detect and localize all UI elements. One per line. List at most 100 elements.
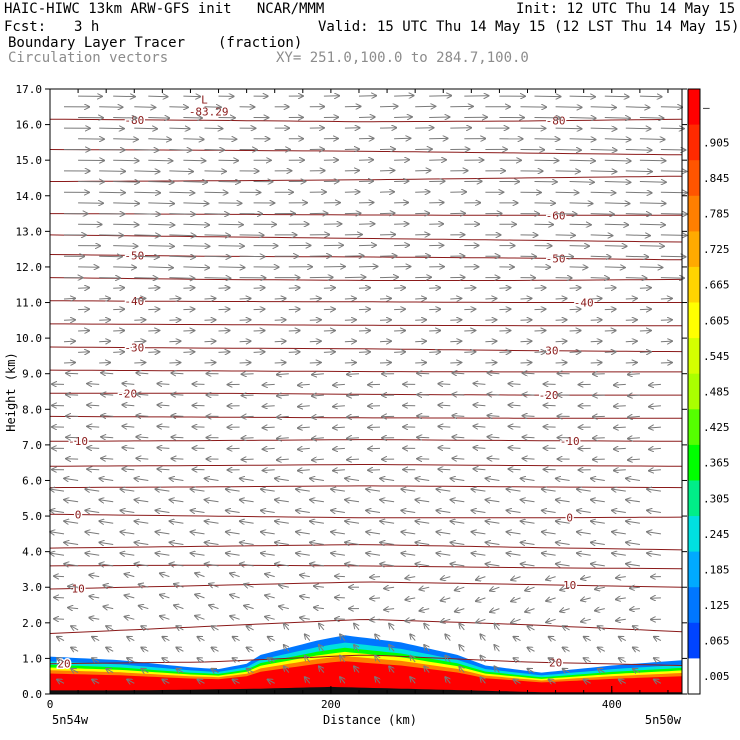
wind-vector bbox=[64, 521, 79, 523]
wind-vector bbox=[99, 341, 110, 342]
wind-vector bbox=[268, 637, 275, 641]
wind-vector bbox=[120, 510, 135, 512]
wind-vector bbox=[242, 459, 254, 460]
wind-vector bbox=[488, 373, 500, 374]
wind-vector bbox=[87, 448, 100, 449]
wind-vector bbox=[639, 352, 651, 353]
wind-vector bbox=[78, 352, 89, 353]
wind-vector bbox=[590, 192, 616, 193]
wind-vector bbox=[63, 341, 75, 342]
wind-vector bbox=[438, 426, 451, 427]
wind-vector bbox=[71, 626, 79, 630]
wind-vector bbox=[405, 577, 416, 579]
wind-vector bbox=[604, 160, 631, 161]
wind-vector bbox=[370, 577, 381, 578]
wind-vector bbox=[209, 584, 219, 587]
wind-vector bbox=[113, 331, 124, 332]
wind-vector bbox=[401, 510, 416, 512]
wind-vector bbox=[358, 309, 370, 310]
wind-vector bbox=[134, 363, 145, 364]
wind-vector bbox=[520, 363, 532, 364]
wind-vector bbox=[176, 626, 184, 630]
colorbar-label: – bbox=[703, 101, 710, 114]
y-tick-label: 15.0 bbox=[16, 154, 43, 167]
wind-vector bbox=[171, 416, 184, 417]
wind-vector bbox=[380, 521, 395, 523]
wind-vector bbox=[101, 437, 114, 438]
wind-vector bbox=[509, 448, 521, 449]
wind-vector bbox=[204, 320, 216, 321]
wind-vector bbox=[625, 256, 648, 257]
wind-vector bbox=[169, 171, 193, 172]
wind-vector bbox=[66, 437, 79, 438]
wind-vector bbox=[358, 245, 376, 246]
y-tick-label: 13.0 bbox=[16, 225, 43, 238]
wind-vector bbox=[101, 416, 114, 417]
wind-vector bbox=[288, 288, 300, 289]
isotherm-7 bbox=[50, 300, 682, 303]
wind-vector bbox=[415, 478, 430, 480]
wind-vector bbox=[451, 564, 465, 566]
wind-vector bbox=[134, 107, 155, 108]
isotherm-16 bbox=[49, 513, 683, 519]
wind-vector bbox=[335, 597, 345, 598]
wind-vector bbox=[542, 510, 556, 512]
wind-vector bbox=[394, 309, 405, 310]
wind-vector bbox=[569, 246, 589, 247]
y-tick-label: 11.0 bbox=[16, 297, 43, 310]
colorbar-label: .125 bbox=[703, 599, 730, 612]
colorbar-label: .425 bbox=[703, 421, 730, 434]
wind-vector bbox=[198, 658, 205, 662]
wind-vector bbox=[314, 586, 324, 587]
isotherm-label: 0 bbox=[75, 509, 82, 522]
wind-vector bbox=[169, 256, 195, 257]
wind-vector bbox=[511, 577, 521, 580]
wind-vector bbox=[239, 298, 251, 299]
wind-vector bbox=[486, 521, 500, 523]
wind-vector bbox=[569, 118, 596, 119]
wind-vector bbox=[591, 521, 605, 523]
forecast-label: Fcst: bbox=[4, 19, 47, 35]
isotherm-21 bbox=[49, 654, 683, 666]
wind-vector bbox=[268, 658, 275, 662]
wind-vector bbox=[626, 542, 640, 544]
wind-vector bbox=[323, 352, 335, 353]
wind-vector bbox=[445, 634, 450, 641]
wind-vector bbox=[590, 298, 602, 299]
wind-vector bbox=[647, 553, 661, 555]
wind-vector bbox=[429, 352, 440, 353]
wind-vector bbox=[639, 96, 662, 97]
y-tick-label: 10.0 bbox=[16, 332, 43, 345]
wind-vector bbox=[415, 564, 430, 566]
wind-vector bbox=[525, 609, 535, 612]
wind-vector bbox=[555, 107, 582, 108]
wind-vector bbox=[309, 363, 321, 364]
wind-vector bbox=[639, 139, 665, 140]
colorbar-swatch bbox=[688, 302, 700, 339]
wind-vector bbox=[549, 637, 556, 641]
wind-vector bbox=[485, 341, 496, 342]
wind-vector bbox=[344, 341, 356, 342]
wind-vector bbox=[253, 288, 265, 289]
wind-vector bbox=[99, 235, 123, 236]
wind-vector bbox=[331, 489, 345, 491]
wind-vector bbox=[226, 510, 240, 512]
wind-vector bbox=[590, 214, 614, 215]
wind-vector bbox=[261, 489, 275, 491]
wind-vector bbox=[485, 320, 496, 321]
wind-vector bbox=[261, 553, 275, 555]
isotherm-label: -50 bbox=[546, 252, 566, 265]
y-tick-label: 4.0 bbox=[22, 546, 42, 559]
wind-vector bbox=[344, 320, 356, 321]
y-axis-label: Height (km) bbox=[4, 352, 18, 431]
wind-vector bbox=[452, 458, 465, 459]
wind-vector bbox=[450, 320, 461, 321]
wind-vector bbox=[520, 298, 532, 299]
wind-vector bbox=[134, 298, 145, 299]
wind-vector bbox=[639, 288, 651, 289]
wind-vector bbox=[333, 427, 345, 428]
wind-vector bbox=[68, 586, 79, 587]
wind-vector bbox=[556, 521, 570, 523]
wind-vector bbox=[120, 553, 135, 555]
wind-vector bbox=[312, 416, 324, 417]
